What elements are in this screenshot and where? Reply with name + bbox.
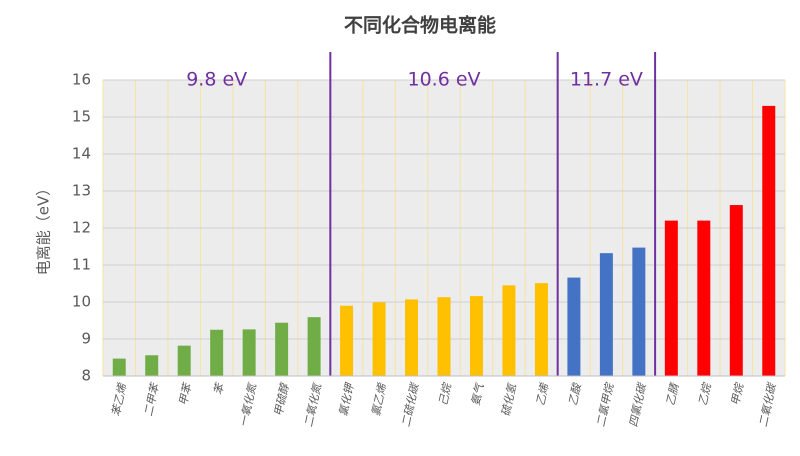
bar [664, 220, 678, 376]
group-label: 11.7 eV [570, 69, 643, 91]
bar [762, 105, 776, 377]
bar [372, 302, 386, 376]
bar [599, 253, 613, 376]
x-tick-label: 乙烯 [534, 381, 552, 407]
chart-title: 不同化合物电离能 [344, 14, 496, 37]
bar [145, 355, 159, 376]
bar [405, 299, 419, 376]
y-axis-label: 电离能（eV） [35, 181, 53, 276]
bar [469, 296, 483, 376]
y-tick-label: 14 [72, 145, 91, 163]
bar [275, 322, 289, 376]
x-tick-label: 氨气 [469, 381, 487, 407]
x-tick-label: 甲苯 [177, 381, 195, 407]
bar [112, 358, 126, 376]
bar [177, 345, 191, 376]
bar [632, 247, 646, 376]
group-label: 9.8 eV [186, 69, 247, 91]
x-tick-label: 甲烷 [729, 381, 747, 407]
y-tick-label: 16 [72, 71, 91, 89]
y-tick-label: 13 [72, 182, 91, 200]
y-tick-label: 15 [72, 108, 91, 126]
bar [307, 317, 321, 376]
bar [242, 329, 256, 376]
bar [697, 220, 711, 376]
bar [437, 297, 451, 376]
bar [729, 205, 743, 376]
y-tick-label: 10 [72, 293, 91, 311]
y-tick-label: 9 [81, 330, 91, 348]
x-tick-label: 乙烷 [696, 381, 714, 407]
bar [534, 283, 548, 376]
group-label: 10.6 eV [407, 69, 480, 91]
y-tick-label: 12 [72, 219, 91, 237]
x-tick-label: 己烷 [437, 381, 455, 407]
y-tick-label: 8 [81, 367, 91, 385]
bar [567, 277, 581, 376]
bar [340, 305, 354, 376]
x-tick-label: 乙腈 [664, 381, 682, 407]
bar [502, 285, 516, 376]
bar [210, 329, 224, 376]
x-tick-label: 乙酸 [566, 382, 583, 407]
y-tick-label: 11 [72, 256, 91, 274]
